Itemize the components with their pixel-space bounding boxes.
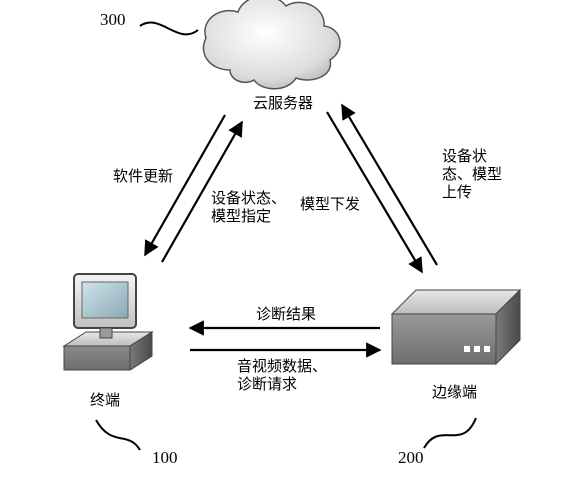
lbl-edge-to-cloud: 设备状 态、模型 上传 [442,148,502,202]
lbl-terminal-to-edge: 音视频数据、 诊断请求 [237,358,327,394]
terminal-label: 终端 [90,392,120,410]
terminal-leader: 100 [152,448,178,468]
edge-label: 边缘端 [432,384,477,402]
cloud-leader: 300 [100,10,126,30]
link-edge-terminal [190,328,380,350]
lbl-cloud-to-edge: 模型下发 [300,196,360,214]
diagram-svg [0,0,562,500]
lbl-terminal-to-cloud: 设备状态、 模型指定 [211,190,286,226]
diagram-canvas: 云服务器 终端 边缘端 300 100 200 软件更新 设备状态、 模型指定 … [0,0,562,500]
edge-node [392,290,520,364]
cloud-node [203,0,340,89]
terminal-node [64,274,152,370]
link-cloud-edge [327,105,437,272]
link-cloud-terminal [145,115,242,262]
cloud-label: 云服务器 [253,95,313,113]
edge-leader: 200 [398,448,424,468]
lbl-edge-to-terminal: 诊断结果 [256,306,316,324]
lbl-cloud-to-terminal: 软件更新 [113,168,173,186]
